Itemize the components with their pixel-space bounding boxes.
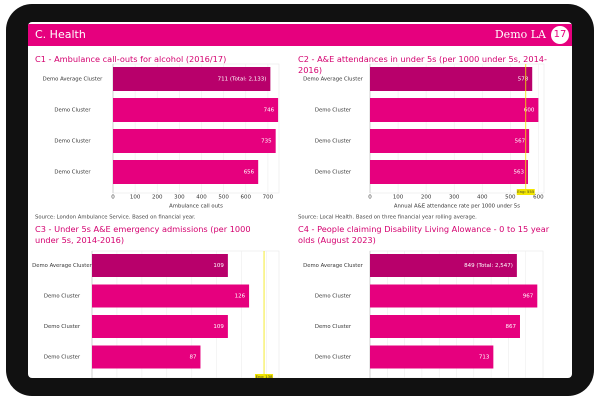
- x-tick-label: 200: [152, 195, 163, 201]
- category-label: Demo Average Cluster: [303, 263, 363, 269]
- bar: [92, 254, 228, 277]
- bar: [370, 67, 533, 91]
- source-note: Source: London Ambulance Service. Based …: [35, 215, 196, 221]
- value-label: 578: [518, 77, 529, 83]
- category-label: Demo Cluster: [44, 355, 81, 361]
- value-label: 711 (Total: 2,133): [218, 77, 267, 83]
- reference-label-box: [516, 189, 535, 195]
- bar: [370, 315, 520, 338]
- x-tick-label: 200: [421, 195, 432, 201]
- bar: [92, 284, 250, 308]
- category-label: Demo Cluster: [315, 324, 352, 330]
- category-label: Demo Cluster: [44, 324, 81, 330]
- bar: [370, 284, 538, 308]
- value-label: 746: [264, 108, 275, 114]
- bar: [370, 129, 530, 153]
- value-label: 600: [524, 108, 535, 114]
- value-label: 656: [244, 170, 255, 176]
- category-label: Demo Average Cluster: [43, 77, 103, 83]
- bar: [113, 98, 279, 122]
- bar: [370, 345, 494, 369]
- x-tick-label: 700: [263, 195, 274, 201]
- reference-label-box: [255, 374, 274, 378]
- category-label: Demo Cluster: [315, 170, 352, 176]
- x-tick-label: 300: [449, 195, 460, 201]
- bar: [113, 129, 276, 153]
- category-label: Demo Cluster: [315, 355, 352, 361]
- category-label: Demo Cluster: [315, 294, 352, 300]
- reference-label: Eng: 555: [517, 189, 535, 194]
- x-axis-label: Annual A&E attendance rate per 1000 unde…: [394, 204, 520, 210]
- organisation: Demo LA: [494, 28, 546, 41]
- category-label: Demo Average Cluster: [303, 77, 363, 83]
- chart-title: C4 - People claiming Disability Living A…: [298, 224, 550, 245]
- category-label: Demo Cluster: [54, 170, 91, 176]
- x-tick-label: 0: [111, 195, 115, 201]
- reference-label: Eng: 138: [256, 374, 274, 378]
- section-title: C. Health: [35, 28, 86, 41]
- value-label: 567: [515, 139, 526, 145]
- category-label: Demo Cluster: [54, 139, 91, 145]
- header-bar: C. Health Demo LA 17: [28, 24, 572, 46]
- chart-title: C1 - Ambulance call-outs for alcohol (20…: [35, 54, 227, 64]
- bar: [370, 98, 539, 122]
- bar: [370, 254, 517, 277]
- value-label: 849 (Total: 2,547): [464, 263, 513, 269]
- chart-title: C2 - A&E attendances in under 5s (per 10…: [298, 54, 547, 75]
- x-tick-label: 0: [368, 195, 372, 201]
- bar: [113, 67, 271, 91]
- x-axis-label: Ambulance call outs: [169, 204, 223, 210]
- bar: [92, 315, 228, 338]
- chart-title: C3 - Under 5s A&E emergency admissions (…: [35, 224, 251, 245]
- x-tick-label: 300: [174, 195, 185, 201]
- page-number: 17: [550, 25, 570, 45]
- value-label: 735: [261, 139, 272, 145]
- source-note: Source: Local Health. Based on three fin…: [298, 215, 477, 221]
- x-tick-label: 400: [477, 195, 488, 201]
- x-tick-label: 500: [505, 195, 516, 201]
- bar: [113, 160, 259, 184]
- charts: 0 100 200 300 400 500 600 700 711 (Total: 2,133)…: [32, 63, 545, 378]
- x-tick-label: 500: [218, 195, 229, 201]
- value-label: 867: [505, 324, 516, 330]
- screen: 0 100 200 300 400 500 600 700 711 (Total: 2,133)…: [28, 22, 572, 378]
- x-tick-label: 100: [130, 195, 141, 201]
- value-label: 109: [213, 263, 224, 269]
- x-tick-label: 100: [393, 195, 404, 201]
- category-label: Demo Average Cluster: [32, 263, 92, 269]
- value-label: 563: [514, 170, 525, 176]
- category-label: Demo Cluster: [44, 294, 81, 300]
- category-label: Demo Cluster: [315, 108, 352, 114]
- value-label: 713: [479, 355, 490, 361]
- x-tick-label: 600: [241, 195, 252, 201]
- value-label: 967: [523, 294, 534, 300]
- x-tick-label: 600: [533, 195, 544, 201]
- category-label: Demo Cluster: [315, 139, 352, 145]
- bar: [370, 160, 529, 184]
- value-label: 87: [189, 355, 196, 361]
- x-tick-label: 400: [196, 195, 207, 201]
- bar: [92, 345, 201, 369]
- value-label: 109: [213, 324, 224, 330]
- category-label: Demo Cluster: [54, 108, 91, 114]
- value-label: 126: [235, 294, 246, 300]
